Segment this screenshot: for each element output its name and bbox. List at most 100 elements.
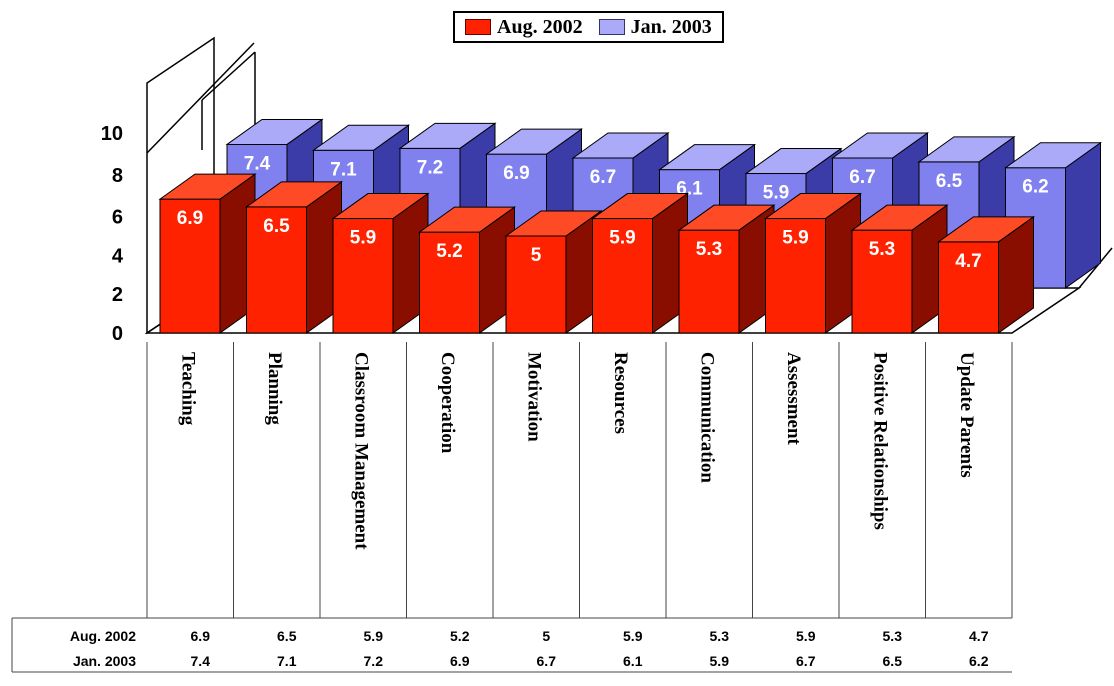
y-tick-label: 4 [112, 245, 124, 267]
bar-front [505, 235, 567, 334]
y-tick-label: 8 [112, 165, 123, 187]
chart-wall-edge [146, 42, 255, 154]
table-cell: 6.5 [277, 628, 297, 644]
y-tick-label: 10 [101, 123, 123, 145]
table-cell: 5 [542, 628, 550, 644]
category-label-update-parents: Update Parents [956, 352, 977, 478]
bar-top [417, 206, 517, 233]
table-row-label-jan-2003: Jan. 2003 [73, 653, 136, 669]
category-label-teaching: Teaching [177, 352, 198, 426]
data-label: 5.3 [696, 239, 722, 260]
bar-top [504, 210, 603, 237]
bar-front [678, 229, 740, 334]
bar-top [244, 181, 344, 208]
table-cell: 6.9 [450, 653, 470, 669]
legend-label-aug-2002: Aug. 2002 [497, 15, 583, 38]
bar-front [938, 241, 999, 334]
bar-aug-2002-communication: 5.3 [677, 204, 776, 334]
bar-top [917, 136, 1016, 163]
category-label-assessment: Assessment [783, 352, 804, 446]
bar-top [830, 132, 930, 159]
table-cell: 6.7 [796, 653, 816, 669]
bar-top [850, 204, 949, 231]
bar-jan-2003-update-parents: 6.2 [1003, 141, 1103, 289]
data-label: 6.5 [263, 216, 290, 237]
legend-swatch-jan-2003 [598, 19, 625, 35]
data-label: 7.4 [244, 153, 271, 174]
table-cell: 5.2 [450, 628, 470, 644]
bar-aug-2002-resources: 5.9 [590, 192, 690, 334]
table-cell: 7.1 [277, 653, 297, 669]
bar-top [398, 122, 497, 149]
bar-front [332, 218, 394, 334]
chart-wall-top-edge [201, 51, 256, 101]
table-cell: 5.9 [710, 653, 730, 669]
table-cell: 7.2 [364, 653, 384, 669]
bar-front [592, 218, 653, 334]
table-cell: 5.9 [364, 628, 384, 644]
legend-item-aug-2002: Aug. 2002 [465, 16, 583, 39]
bar-aug-2002-positive-relationships: 5.3 [850, 204, 949, 334]
category-label-motivation: Motivation [523, 352, 544, 442]
table-cell: 5.3 [710, 628, 730, 644]
category-label-resources: Resources [610, 352, 631, 434]
chart-floor-edge [1078, 247, 1113, 289]
bar-top [590, 193, 690, 220]
table-cell: 5.9 [796, 628, 816, 644]
bar-top [331, 193, 430, 220]
table-cell: 5.9 [623, 628, 643, 644]
bar-front [246, 206, 307, 334]
legend-label-jan-2003: Jan. 2003 [630, 15, 712, 38]
bar-aug-2002-motivation: 5 [504, 210, 603, 334]
legend-swatch-aug-2002 [465, 19, 491, 35]
data-label: 7.1 [330, 159, 357, 180]
data-label: 6.7 [849, 167, 875, 188]
bar-top [657, 144, 757, 171]
legend-item-jan-2003: Jan. 2003 [598, 15, 712, 39]
data-label: 7.2 [417, 157, 443, 178]
data-label: 5.9 [763, 183, 789, 204]
table-cell: 6.7 [537, 653, 557, 669]
category-label-communication: Communication [696, 352, 717, 483]
table-cell: 6.9 [191, 628, 211, 644]
table-cell: 7.4 [191, 653, 211, 669]
bar-top [158, 173, 257, 200]
table-cell: 4.7 [969, 628, 989, 644]
bar-front [851, 229, 913, 334]
data-label: 5 [531, 245, 542, 266]
bar-aug-2002-cooperation: 5.2 [417, 206, 517, 334]
bar-top [311, 124, 411, 151]
data-label: 6.9 [503, 163, 529, 184]
bar-top [936, 216, 1036, 243]
category-label-classroom-management: Classroom Management [350, 352, 371, 550]
table-cell: 6.5 [883, 653, 903, 669]
bar-top [484, 128, 584, 155]
bar-aug-2002-teaching: 6.9 [158, 173, 257, 334]
bar-aug-2002-classroom-management: 5.9 [331, 192, 430, 334]
bar-aug-2002-planning: 6.5 [244, 180, 344, 334]
table-row-label-aug-2002: Aug. 2002 [70, 628, 136, 644]
data-label: 5.3 [869, 239, 895, 260]
data-label: 6.9 [177, 208, 203, 229]
y-tick-label: 2 [112, 284, 123, 306]
bar-aug-2002-assessment: 5.9 [763, 192, 863, 334]
data-label: 5.9 [350, 228, 376, 249]
bar-top [571, 132, 670, 159]
table-cell: 6.1 [623, 653, 643, 669]
bar-top [1003, 142, 1103, 169]
data-label: 5.9 [782, 228, 808, 249]
category-label-cooperation: Cooperation [437, 352, 458, 454]
data-label: 4.7 [955, 251, 981, 272]
bar-top [763, 193, 863, 220]
table-cell: 5.3 [883, 628, 903, 644]
data-label: 5.9 [609, 228, 635, 249]
y-tick-label: 6 [112, 207, 123, 229]
y-tick-label: 0 [112, 323, 123, 345]
data-label: 6.7 [590, 167, 616, 188]
legend: Aug. 2002 Jan. 2003 [453, 11, 724, 43]
bar-top [225, 118, 324, 145]
category-label-positive-relationships: Positive Relationships [869, 352, 890, 530]
data-label: 6.2 [1022, 177, 1048, 198]
bar-aug-2002-update-parents: 4.7 [936, 215, 1036, 334]
